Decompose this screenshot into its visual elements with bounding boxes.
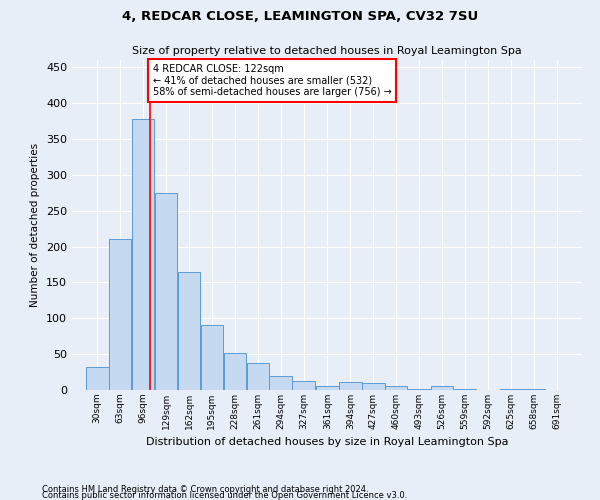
Text: Contains public sector information licensed under the Open Government Licence v3: Contains public sector information licen…	[42, 490, 407, 500]
Bar	[247, 362, 269, 390]
Bar	[269, 376, 292, 390]
Text: 4, REDCAR CLOSE, LEAMINGTON SPA, CV32 7SU: 4, REDCAR CLOSE, LEAMINGTON SPA, CV32 7S…	[122, 10, 478, 23]
Bar	[86, 367, 109, 390]
Bar	[200, 326, 223, 390]
Bar	[431, 386, 454, 390]
Bar	[132, 119, 154, 390]
Bar	[339, 382, 362, 390]
Bar	[109, 240, 131, 390]
Bar	[385, 386, 407, 390]
Bar	[316, 386, 338, 390]
Bar	[408, 388, 430, 390]
Bar	[362, 383, 385, 390]
Bar	[224, 352, 246, 390]
Bar	[155, 192, 178, 390]
Bar	[178, 272, 200, 390]
Text: 4 REDCAR CLOSE: 122sqm
← 41% of detached houses are smaller (532)
58% of semi-de: 4 REDCAR CLOSE: 122sqm ← 41% of detached…	[152, 64, 391, 97]
X-axis label: Distribution of detached houses by size in Royal Leamington Spa: Distribution of detached houses by size …	[146, 438, 508, 448]
Text: Contains HM Land Registry data © Crown copyright and database right 2024.: Contains HM Land Registry data © Crown c…	[42, 484, 368, 494]
Bar	[292, 382, 315, 390]
Y-axis label: Number of detached properties: Number of detached properties	[31, 143, 40, 307]
Title: Size of property relative to detached houses in Royal Leamington Spa: Size of property relative to detached ho…	[132, 46, 522, 56]
